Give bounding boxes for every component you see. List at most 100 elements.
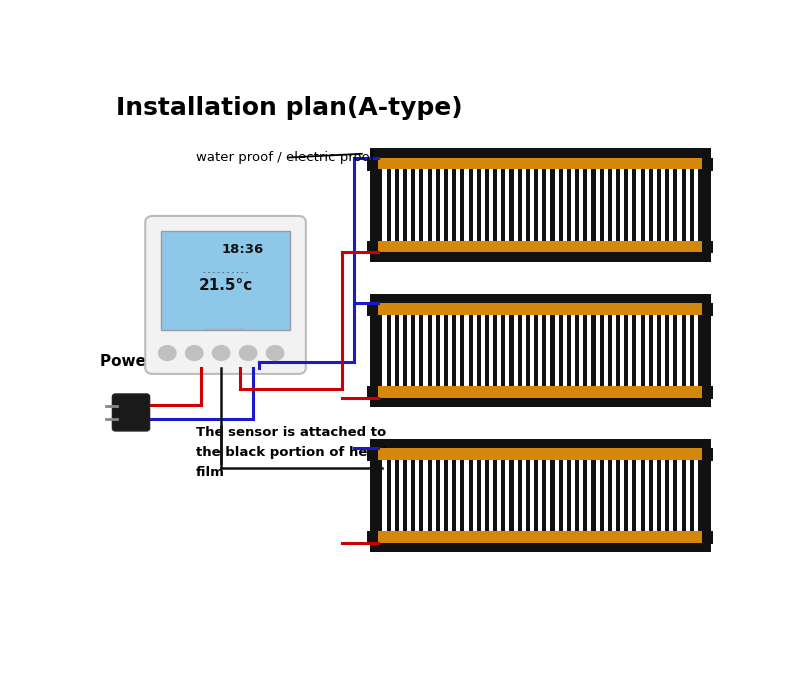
Bar xyxy=(567,460,571,531)
Bar xyxy=(674,169,678,241)
Bar xyxy=(378,303,702,315)
Bar xyxy=(567,315,571,386)
Bar xyxy=(378,531,702,543)
Bar xyxy=(641,315,645,386)
Bar xyxy=(403,460,407,531)
Bar xyxy=(558,460,562,531)
Bar xyxy=(665,460,670,531)
Bar xyxy=(394,315,399,386)
Bar xyxy=(427,169,432,241)
Bar xyxy=(460,169,465,241)
Bar xyxy=(394,460,399,531)
Bar xyxy=(608,315,612,386)
Bar xyxy=(427,460,432,531)
Bar xyxy=(378,158,702,169)
Bar xyxy=(386,315,390,386)
Bar xyxy=(469,460,473,531)
Circle shape xyxy=(239,346,257,360)
Bar xyxy=(485,169,489,241)
Bar xyxy=(616,169,620,241)
Bar xyxy=(624,169,628,241)
Bar xyxy=(386,169,390,241)
Bar xyxy=(608,460,612,531)
Bar xyxy=(698,460,702,531)
Bar xyxy=(657,315,661,386)
Bar xyxy=(452,169,456,241)
Circle shape xyxy=(158,346,176,360)
Bar xyxy=(367,158,378,171)
Bar xyxy=(526,460,530,531)
Bar xyxy=(632,315,637,386)
Bar xyxy=(452,315,456,386)
Bar xyxy=(477,460,481,531)
Bar xyxy=(477,169,481,241)
Bar xyxy=(702,531,713,544)
Bar xyxy=(510,315,514,386)
Bar xyxy=(411,169,415,241)
Bar xyxy=(641,460,645,531)
Bar xyxy=(558,169,562,241)
Bar xyxy=(682,315,686,386)
Bar xyxy=(367,449,378,461)
Bar xyxy=(367,386,378,399)
Bar xyxy=(502,460,506,531)
Bar xyxy=(698,169,702,241)
Bar xyxy=(510,169,514,241)
Bar xyxy=(550,169,554,241)
Bar xyxy=(367,531,378,544)
Bar xyxy=(542,315,546,386)
Bar xyxy=(162,231,290,330)
Bar xyxy=(419,315,423,386)
Bar xyxy=(370,294,710,407)
Bar xyxy=(534,315,538,386)
Bar xyxy=(370,148,710,262)
Bar xyxy=(534,169,538,241)
Bar xyxy=(542,460,546,531)
Bar xyxy=(550,315,554,386)
Bar xyxy=(591,169,595,241)
Bar xyxy=(485,315,489,386)
Bar xyxy=(378,449,702,543)
Bar xyxy=(591,315,595,386)
Bar xyxy=(367,303,378,316)
Bar xyxy=(558,315,562,386)
Bar xyxy=(493,169,497,241)
Bar xyxy=(444,169,448,241)
Bar xyxy=(657,460,661,531)
Bar xyxy=(378,303,702,398)
Bar xyxy=(378,386,702,398)
Bar xyxy=(460,315,465,386)
Bar xyxy=(702,158,713,171)
Bar xyxy=(600,315,604,386)
Bar xyxy=(591,460,595,531)
Bar xyxy=(702,241,713,253)
Bar xyxy=(624,315,628,386)
Bar xyxy=(493,460,497,531)
Bar xyxy=(378,241,702,252)
Bar xyxy=(403,315,407,386)
Bar xyxy=(502,315,506,386)
Bar xyxy=(690,460,694,531)
Bar xyxy=(702,386,713,399)
Bar xyxy=(575,169,579,241)
Bar xyxy=(378,460,382,531)
Bar xyxy=(682,460,686,531)
Bar xyxy=(608,169,612,241)
Bar xyxy=(367,241,378,253)
Bar xyxy=(550,460,554,531)
Bar xyxy=(403,169,407,241)
Bar xyxy=(493,315,497,386)
Bar xyxy=(526,315,530,386)
Bar xyxy=(378,169,382,241)
Bar xyxy=(436,315,440,386)
Bar xyxy=(698,315,702,386)
Bar xyxy=(542,169,546,241)
Bar xyxy=(674,315,678,386)
Bar xyxy=(518,169,522,241)
Bar xyxy=(502,169,506,241)
Bar xyxy=(460,460,465,531)
Bar xyxy=(657,169,661,241)
Bar xyxy=(436,460,440,531)
Bar xyxy=(452,460,456,531)
Text: water proof / electric proof: water proof / electric proof xyxy=(196,151,374,164)
